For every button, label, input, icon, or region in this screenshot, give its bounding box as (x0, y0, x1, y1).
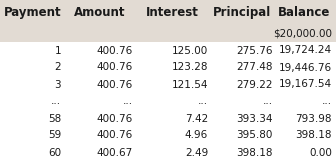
Text: 123.28: 123.28 (171, 62, 208, 73)
Text: 125.00: 125.00 (172, 45, 208, 55)
Text: 400.67: 400.67 (97, 148, 133, 157)
Text: ...: ... (263, 96, 273, 106)
Text: 2: 2 (54, 62, 61, 73)
Bar (0, 76, 336, 93)
Bar (0, 127, 336, 144)
Text: 19,446.76: 19,446.76 (279, 62, 332, 73)
Text: 279.22: 279.22 (237, 80, 273, 89)
Text: 3: 3 (54, 80, 61, 89)
Text: Interest: Interest (146, 6, 199, 19)
Text: 400.76: 400.76 (97, 113, 133, 124)
Bar (0, 144, 336, 161)
Text: Amount: Amount (74, 6, 126, 19)
Text: 58: 58 (48, 113, 61, 124)
Text: ...: ... (198, 96, 208, 106)
Text: 400.76: 400.76 (97, 45, 133, 55)
Text: 1: 1 (54, 45, 61, 55)
Text: 19,724.24: 19,724.24 (279, 45, 332, 55)
Text: Principal: Principal (213, 6, 271, 19)
Text: $20,000.00: $20,000.00 (273, 29, 332, 38)
Text: 121.54: 121.54 (171, 80, 208, 89)
Text: 2.49: 2.49 (185, 148, 208, 157)
Bar (0, 110, 336, 127)
Text: Balance: Balance (278, 6, 331, 19)
Text: 4.96: 4.96 (185, 131, 208, 141)
Text: 7.42: 7.42 (185, 113, 208, 124)
Text: ...: ... (123, 96, 133, 106)
Text: 793.98: 793.98 (295, 113, 332, 124)
Text: 59: 59 (48, 131, 61, 141)
Text: 398.18: 398.18 (295, 131, 332, 141)
Bar (0, 93, 336, 110)
Bar (0, 42, 336, 59)
Text: Payment: Payment (4, 6, 61, 19)
Text: 60: 60 (48, 148, 61, 157)
Text: 400.76: 400.76 (97, 80, 133, 89)
Text: 400.76: 400.76 (97, 62, 133, 73)
Text: 0.00: 0.00 (309, 148, 332, 157)
Bar (0, 0, 336, 25)
Bar (0, 25, 336, 42)
Text: 395.80: 395.80 (237, 131, 273, 141)
Bar (0, 59, 336, 76)
Text: ...: ... (51, 96, 61, 106)
Text: ...: ... (322, 96, 332, 106)
Text: 275.76: 275.76 (237, 45, 273, 55)
Text: 393.34: 393.34 (237, 113, 273, 124)
Text: 398.18: 398.18 (237, 148, 273, 157)
Text: 19,167.54: 19,167.54 (279, 80, 332, 89)
Text: 400.76: 400.76 (97, 131, 133, 141)
Text: 277.48: 277.48 (237, 62, 273, 73)
